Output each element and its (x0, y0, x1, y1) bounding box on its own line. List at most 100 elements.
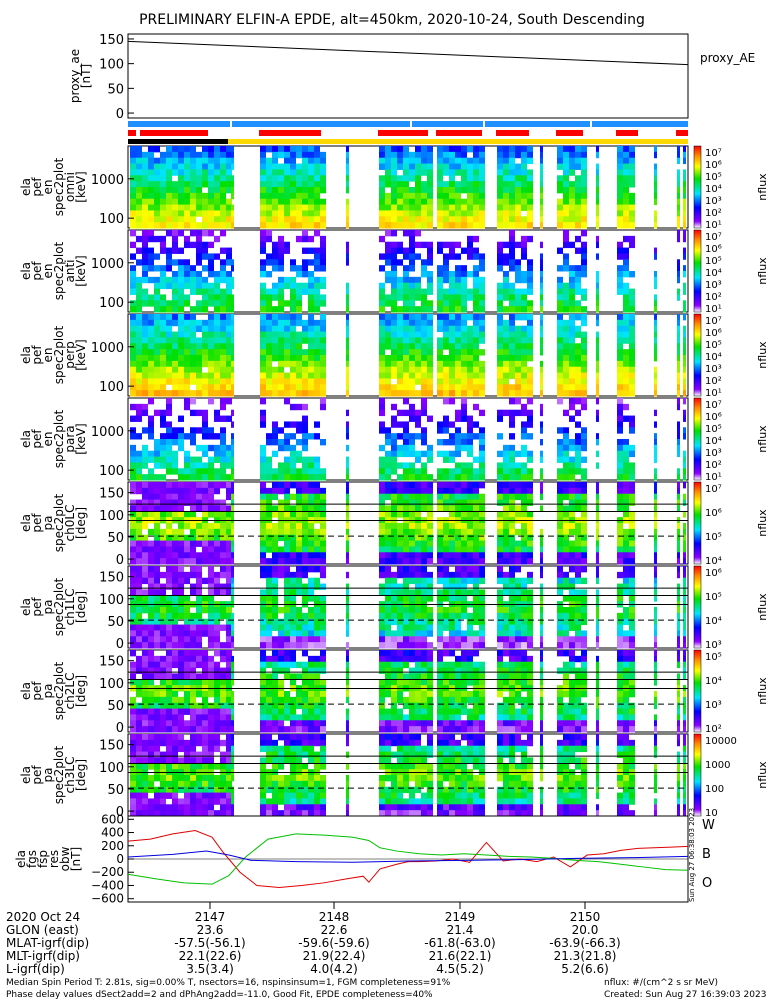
cell (623, 474, 629, 481)
cell (581, 253, 587, 260)
cell (184, 482, 190, 489)
cell (214, 482, 220, 489)
cell (320, 216, 326, 223)
cell (130, 630, 136, 637)
cell (284, 546, 290, 553)
cell (196, 540, 202, 547)
cell (130, 642, 136, 649)
cell (683, 589, 686, 596)
cell (623, 571, 629, 579)
cell (509, 230, 515, 237)
cell (479, 146, 485, 153)
cell (160, 528, 166, 536)
cell (308, 487, 314, 495)
cell (415, 540, 421, 547)
cell (142, 384, 148, 391)
cell (449, 355, 455, 362)
cell (202, 618, 208, 626)
cell (503, 288, 509, 295)
cell (623, 462, 629, 469)
cell (220, 247, 226, 254)
cell (503, 450, 509, 458)
cell (437, 523, 443, 530)
cell (314, 534, 320, 542)
cell (220, 482, 226, 489)
cell (415, 210, 421, 217)
cell (148, 259, 154, 266)
cell (260, 169, 266, 176)
cell (569, 444, 575, 452)
cell (385, 636, 391, 643)
cell (178, 589, 184, 596)
cell (290, 151, 296, 159)
cell (172, 276, 178, 284)
cell (178, 708, 184, 715)
cell (184, 300, 190, 307)
cell (421, 583, 427, 590)
cell (320, 468, 326, 475)
cell (654, 589, 657, 596)
cell (677, 366, 680, 374)
cell (503, 146, 509, 153)
cell (540, 157, 543, 165)
cell (166, 528, 172, 536)
cell (569, 314, 575, 321)
cell (148, 642, 154, 649)
cell (260, 198, 266, 206)
cell (148, 343, 154, 350)
cell (290, 325, 296, 333)
cell (421, 577, 427, 585)
cell (190, 306, 196, 313)
colorbar-tick-label: 10³ (705, 448, 722, 459)
cell (220, 450, 226, 458)
cell (290, 482, 296, 489)
cell (677, 630, 680, 637)
cell (497, 282, 503, 290)
cell (515, 595, 521, 602)
cell (677, 181, 680, 188)
cell (521, 505, 527, 512)
cell (142, 314, 148, 321)
cell (449, 546, 455, 553)
cell (397, 558, 403, 565)
cell (166, 181, 172, 188)
cell (226, 366, 232, 374)
cell (142, 360, 148, 368)
cell (443, 288, 449, 295)
cell (415, 571, 421, 579)
cell (208, 528, 214, 536)
cell (148, 552, 154, 559)
cell (160, 372, 166, 379)
cell (290, 595, 296, 602)
cell (231, 187, 234, 194)
cell (443, 331, 449, 338)
cell (154, 265, 160, 272)
cell (136, 534, 142, 542)
cell (509, 247, 515, 254)
cell (130, 720, 136, 727)
cell (272, 198, 278, 206)
cell (220, 192, 226, 200)
cell (683, 222, 686, 229)
cell (403, 505, 409, 512)
cell (677, 583, 680, 590)
cell (202, 349, 208, 356)
cell (379, 325, 385, 333)
cell (521, 444, 527, 452)
cell (178, 331, 184, 338)
cell (479, 566, 485, 573)
cell (272, 146, 278, 153)
cell (397, 642, 403, 649)
cell (308, 540, 314, 547)
cell (136, 204, 142, 211)
cell (226, 390, 232, 397)
cell (654, 612, 657, 620)
cell (166, 390, 172, 397)
cell (284, 534, 290, 542)
cell (136, 187, 142, 194)
cell (148, 589, 154, 596)
cell (284, 210, 290, 217)
cell (397, 282, 403, 290)
cell (130, 390, 136, 397)
cell (314, 612, 320, 620)
